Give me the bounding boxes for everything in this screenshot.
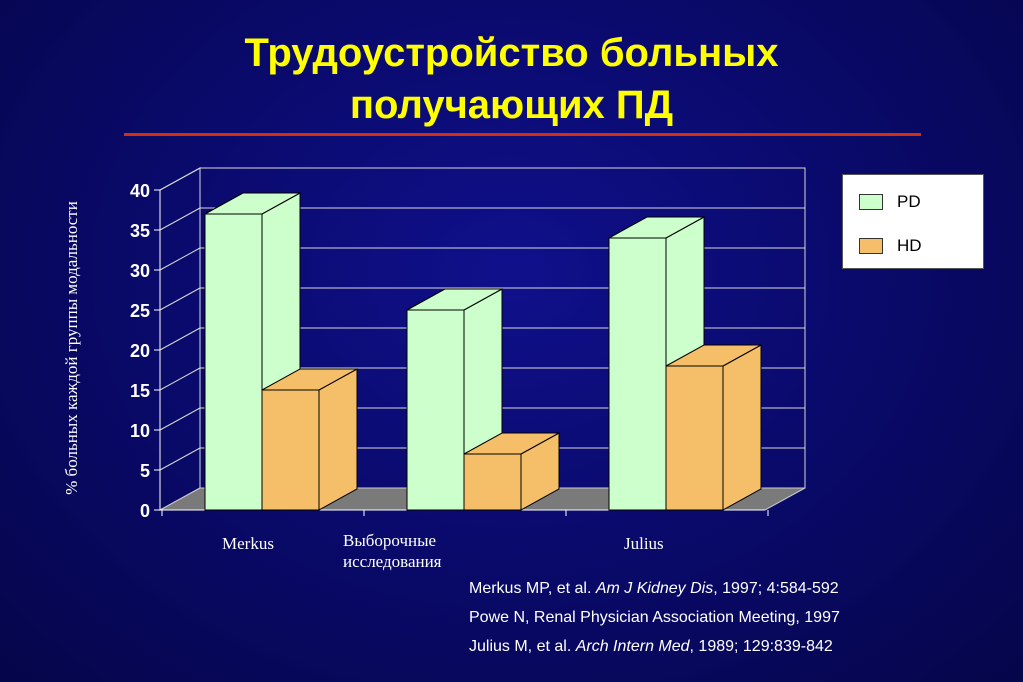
legend-label-pd: PD	[897, 192, 921, 211]
bar-pd-2	[608, 237, 667, 511]
side-gridline	[159, 407, 201, 431]
legend-item-hd: HD	[859, 236, 922, 256]
side-gridline	[159, 367, 201, 391]
title-divider	[124, 133, 921, 136]
legend-swatch-pd	[859, 194, 883, 210]
bar-hd-2	[665, 365, 724, 511]
y-tick-label: 0	[140, 501, 150, 521]
bar-hd-2-side	[722, 344, 762, 511]
legend: PD HD	[842, 174, 984, 269]
x-tick-label-surveys: Выборочные исследования	[343, 530, 483, 572]
page-title-line-1: Трудоустройство больных	[244, 31, 779, 75]
y-tick-label: 40	[130, 181, 150, 201]
x-tick-label-julius: Julius	[624, 533, 664, 554]
y-tick-label: 25	[130, 301, 150, 321]
references: Merkus MP, et al. Am J Kidney Dis, 1997;…	[469, 574, 840, 661]
y-tick-label: 10	[130, 421, 150, 441]
y-axis-label: % больных каждой группы модальности	[62, 201, 81, 495]
legend-swatch-hd	[859, 238, 883, 254]
page-title-line-2: получающих ПД	[349, 83, 674, 127]
y-tick-label: 15	[130, 381, 150, 401]
bar-hd-0-side	[318, 368, 358, 511]
side-gridline	[159, 167, 201, 191]
bar-hd-1	[463, 453, 522, 511]
y-tick-label: 20	[130, 341, 150, 361]
legend-item-pd: PD	[859, 192, 921, 212]
side-gridline	[159, 327, 201, 351]
y-tick-label: 30	[130, 261, 150, 281]
side-gridline	[159, 447, 201, 471]
y-tick-label: 5	[140, 461, 150, 481]
y-tick-label: 35	[130, 221, 150, 241]
x-tick-label-merkus: Merkus	[222, 533, 274, 554]
bar-pd-1	[406, 309, 465, 511]
bar-hd-0	[261, 389, 320, 511]
reference-3: Julius M, et al. Arch Intern Med, 1989; …	[469, 638, 833, 655]
x-tick-label-line: исследования	[343, 552, 442, 571]
reference-2: Powe N, Renal Physician Association Meet…	[469, 609, 840, 626]
reference-1: Merkus MP, et al. Am J Kidney Dis, 1997;…	[469, 580, 839, 597]
x-tick-label-line: Julius	[624, 534, 664, 553]
side-gridline	[159, 287, 201, 311]
x-tick-label-line: Merkus	[222, 534, 274, 553]
bar-pd-0	[204, 213, 263, 511]
side-gridline	[159, 207, 201, 231]
x-tick-label-line: Выборочные	[343, 531, 437, 550]
side-gridline	[159, 247, 201, 271]
legend-label-hd: HD	[897, 236, 922, 255]
